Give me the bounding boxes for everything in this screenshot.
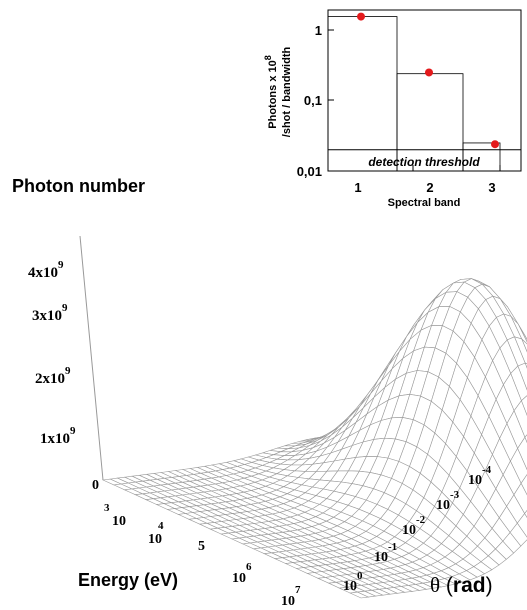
inset-x-axis-label: Spectral band <box>388 197 461 209</box>
z-axis-line <box>79 235 104 481</box>
inset-ytick-label: 1 <box>315 23 322 38</box>
inset-ytick-label: 0,1 <box>304 93 322 108</box>
z-tick-label: 3x109 <box>32 302 68 324</box>
inset-y-label-line2: /shot / bandwidth <box>281 47 293 138</box>
theta-tick-label: 10-4 <box>468 464 492 488</box>
energy-tick-label: 104 <box>148 520 164 547</box>
surface-patch <box>520 474 527 496</box>
energy-tick-label: 106 <box>232 561 252 586</box>
z-tick-label: 4x109 <box>28 259 64 281</box>
energy-axis-label: Energy (eV) <box>78 570 178 590</box>
inset-y-axis-label: Photons x 108 /shot / bandwidth <box>263 47 293 138</box>
inset-data-point <box>491 140 499 149</box>
z-tick-label: 1x109 <box>40 425 76 447</box>
theta-tick-label: 10-1 <box>374 541 397 565</box>
surface-title: Photon number <box>12 176 145 196</box>
energy-tick-label: 103 <box>104 502 126 529</box>
z-tick-label: 2x109 <box>35 365 71 387</box>
inset-data-point <box>425 68 433 77</box>
inset-xtick-label: 1 <box>354 180 361 195</box>
surface-patch <box>524 510 527 519</box>
z-tick-label: 0 <box>92 478 99 493</box>
inset-data-point <box>357 12 365 21</box>
energy-tick-label: 107 <box>281 584 301 609</box>
theta-tick-label: 10-3 <box>436 489 460 513</box>
inset-xtick-label: 3 <box>488 180 495 195</box>
surface-patch <box>349 591 370 599</box>
energy-tick-label: 5 <box>198 539 205 554</box>
inset-bar <box>462 142 501 172</box>
surface-patch <box>521 395 527 417</box>
inset-bar <box>327 16 398 172</box>
theta-tick-label: 10-2 <box>402 514 426 538</box>
surface-mesh <box>101 278 527 599</box>
inset-y-label-line1: Photons x 108 <box>263 55 279 128</box>
surface-chart: Photon number 0 1x109 2x109 3x109 4x109 … <box>12 176 527 609</box>
inset-markers <box>357 12 499 149</box>
threshold-label: detection threshold <box>368 155 480 169</box>
inset-xtick-label: 2 <box>426 180 433 195</box>
inset-ytick-label: 0,01 <box>297 164 322 179</box>
theta-tick-label: 100 <box>343 570 363 594</box>
theta-axis-label: θ (rad) <box>430 573 493 597</box>
inset-bars <box>327 16 501 172</box>
inset-chart: detection threshold 1 0,1 0,01 1 2 3 Spe… <box>263 9 522 209</box>
